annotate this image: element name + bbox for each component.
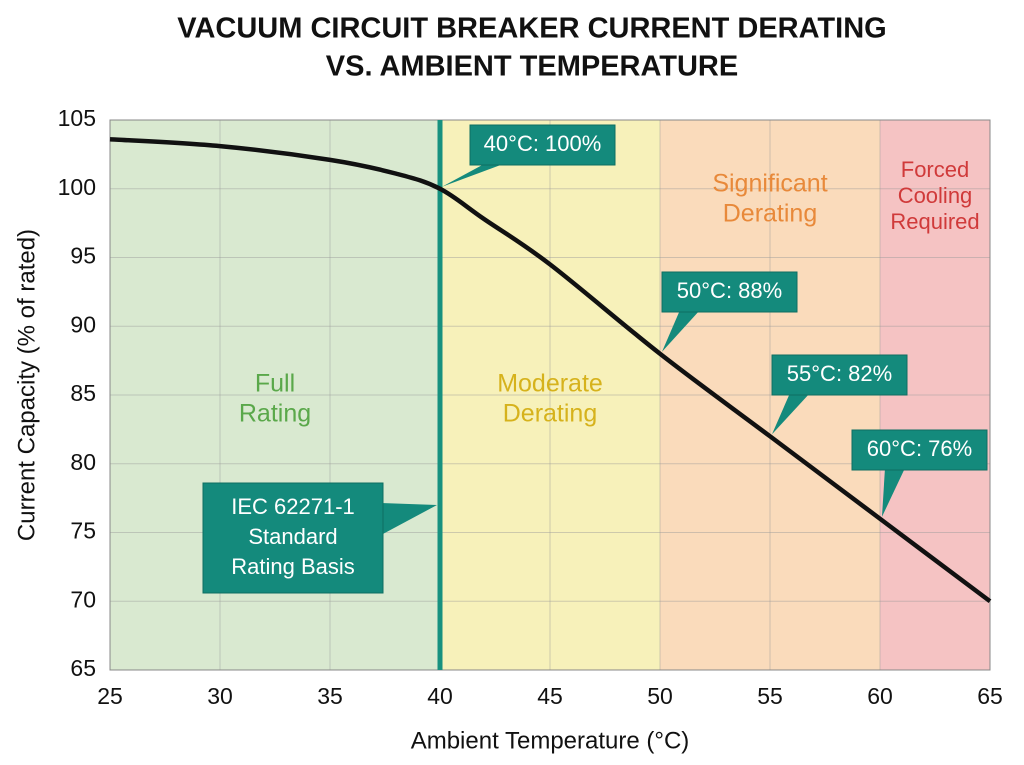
y-tick-label: 90 <box>70 311 96 337</box>
chart-title: VACUUM CIRCUIT BREAKER CURRENT DERATING <box>177 13 886 45</box>
callout: 55°C: 82% <box>771 354 908 435</box>
callout-pointer <box>882 468 905 517</box>
callout-box <box>661 271 798 313</box>
y-tick-label: 75 <box>70 518 96 544</box>
plot-frame <box>109 119 991 671</box>
callout: 40°C: 100% <box>442 124 616 187</box>
x-tick-label: 40 <box>427 683 453 709</box>
callout-text: 40°C: 100% <box>484 131 602 156</box>
x-tick-label: 50 <box>647 683 673 709</box>
x-tick-label: 35 <box>317 683 343 709</box>
callout-text: IEC 62271-1 <box>231 494 355 519</box>
y-tick-label: 80 <box>70 449 96 475</box>
callout-text: Rating Basis <box>231 554 355 579</box>
chart-title: VS. AMBIENT TEMPERATURE <box>326 51 738 83</box>
zone-label: Derating <box>503 400 598 428</box>
y-tick-label: 70 <box>70 586 96 612</box>
zone-label: Required <box>890 209 979 234</box>
y-tick-label: 85 <box>70 380 96 406</box>
callout-box <box>469 124 616 166</box>
y-tick-label: 100 <box>58 174 96 200</box>
zone-label: Forced <box>901 157 969 182</box>
callout-box <box>771 354 908 396</box>
y-tick-label: 95 <box>70 243 96 269</box>
y-axis-label: Current Capacity (% of rated) <box>13 229 40 541</box>
zone-label: Moderate <box>497 370 603 398</box>
data-line <box>109 137 992 604</box>
y-tick-label: 105 <box>58 105 96 131</box>
callout-pointer <box>772 393 810 435</box>
zone-label: Derating <box>723 200 818 228</box>
zone-label: Cooling <box>898 183 973 208</box>
callout-text: 55°C: 82% <box>787 361 892 386</box>
x-tick-label: 30 <box>207 683 233 709</box>
callout-pointer <box>662 310 700 352</box>
zone-label: Full <box>255 370 295 398</box>
y-tick-label: 65 <box>70 655 96 681</box>
callout-text: 50°C: 88% <box>677 278 782 303</box>
x-tick-label: 65 <box>977 683 1003 709</box>
zone-label: Rating <box>239 400 311 428</box>
x-tick-label: 60 <box>867 683 893 709</box>
callout-text: 60°C: 76% <box>867 436 972 461</box>
zone-label: Significant <box>712 170 827 198</box>
callout: 50°C: 88% <box>661 271 798 352</box>
callout-pointer <box>442 163 506 187</box>
callout-pointer <box>381 503 437 535</box>
callout-text: Standard <box>248 524 337 549</box>
callout: IEC 62271-1 Standard Rating Basis <box>202 482 437 594</box>
x-tick-label: 45 <box>537 683 563 709</box>
x-axis-label: Ambient Temperature (°C) <box>411 727 690 754</box>
callout-box <box>851 429 988 471</box>
x-tick-label: 25 <box>97 683 123 709</box>
callout-box <box>202 482 384 594</box>
callout: 60°C: 76% <box>851 429 988 517</box>
x-tick-label: 55 <box>757 683 783 709</box>
